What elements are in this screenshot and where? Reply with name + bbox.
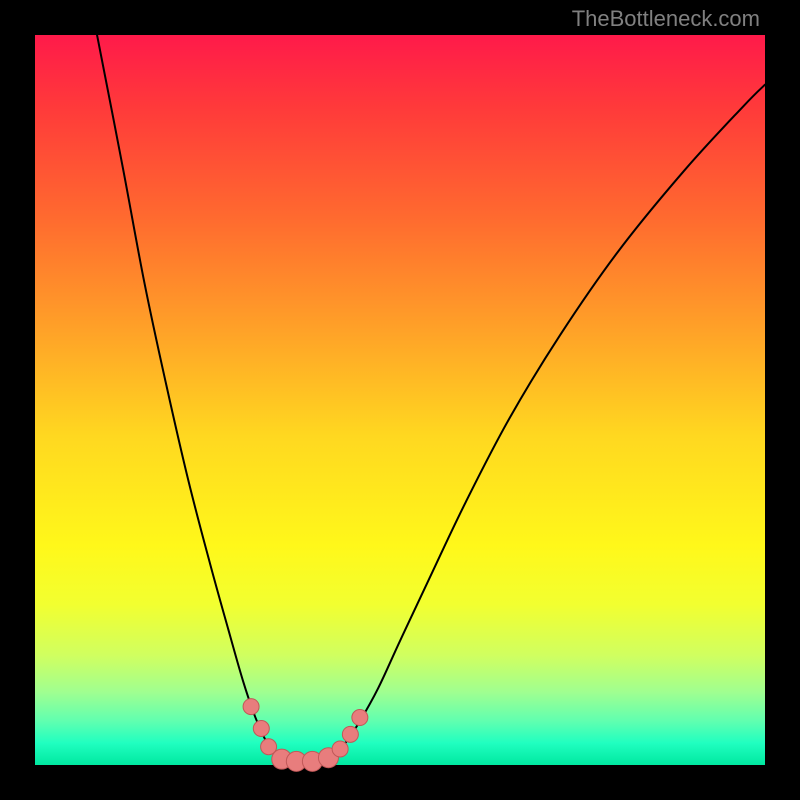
outer-frame (0, 0, 800, 800)
marker-point (302, 751, 322, 771)
marker-point (318, 748, 338, 768)
marker-point (243, 699, 259, 715)
marker-point (352, 710, 368, 726)
chart-svg (0, 0, 800, 800)
marker-point (332, 741, 348, 757)
marker-point (286, 751, 306, 771)
bottleneck-curve (97, 35, 765, 762)
marker-point (272, 749, 292, 769)
watermark-text: TheBottleneck.com (572, 6, 760, 32)
marker-point (261, 739, 277, 755)
markers-group (243, 699, 368, 772)
marker-point (253, 721, 269, 737)
chart-container: TheBottleneck.com (0, 0, 800, 800)
marker-point (342, 726, 358, 742)
plot-background (35, 35, 765, 765)
